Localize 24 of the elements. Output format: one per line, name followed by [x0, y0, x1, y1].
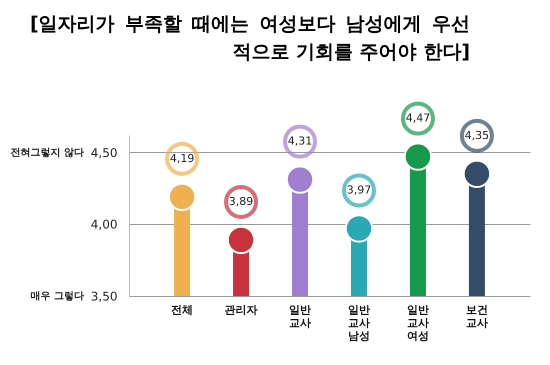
data-label: 3,89 [228, 194, 254, 208]
chart-title: [일자리가 부족할 때에는 여성보다 남성에게 우선적으로 기회를 주어야 한다] [30, 12, 470, 65]
point [226, 226, 256, 254]
data-label: 4,47 [406, 112, 430, 125]
point [344, 214, 374, 243]
y-tick-label: 4,50 [90, 146, 118, 160]
data-label: 4,35 [464, 128, 490, 142]
data-label: 3,97 [346, 183, 372, 196]
point [462, 160, 492, 188]
x-tick-label: 일반 교사 여성 [406, 304, 429, 342]
point [286, 165, 314, 194]
x-tick-label: 일반 교사 [289, 304, 312, 330]
point [168, 182, 196, 212]
y-tick-label: 4,00 [90, 218, 118, 232]
x-tick-label: 전체 [171, 304, 194, 316]
point [404, 142, 432, 171]
x-tick-label: 일반 교사 남성 [348, 304, 370, 342]
text: 전혀그렇지 않다 [10, 147, 84, 158]
data-label: 4,31 [288, 134, 312, 148]
x-tick-label: 보건 교사 [466, 304, 488, 330]
y-tick-label: 3,50 [90, 290, 118, 304]
text: 매우 그렇다 [30, 291, 84, 302]
data-label: 4,19 [170, 152, 194, 165]
x-tick-label: 관리자 [224, 304, 258, 316]
